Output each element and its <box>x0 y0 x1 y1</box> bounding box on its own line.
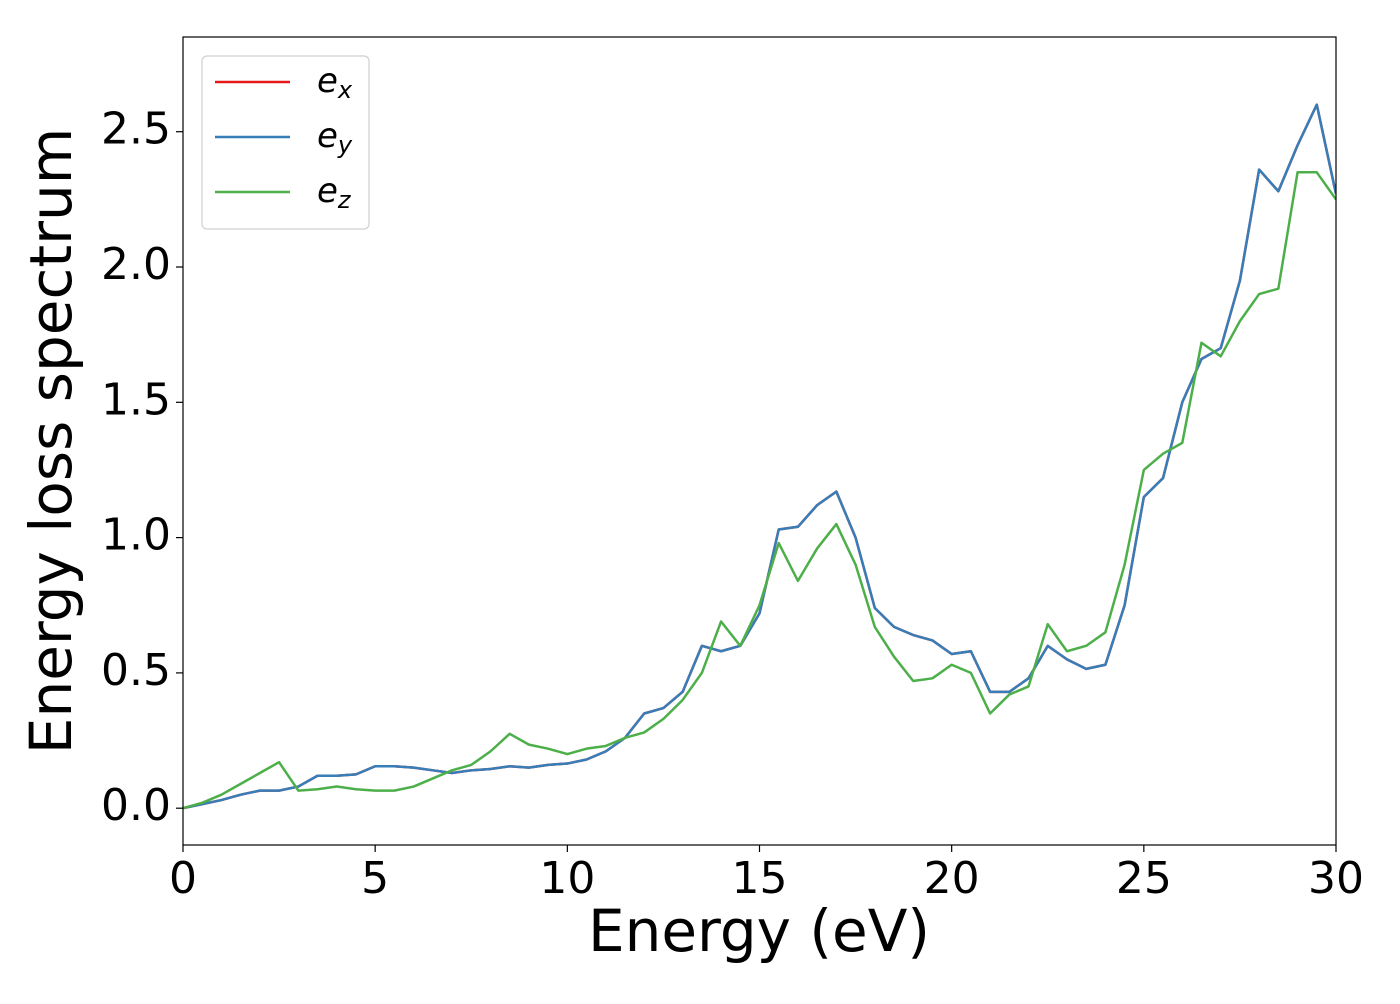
y-tick-label: 2.0 <box>101 239 171 290</box>
x-tick-label: 15 <box>732 853 788 904</box>
x-tick-label: 5 <box>361 853 389 904</box>
x-tick-label: 10 <box>539 853 595 904</box>
y-tick-label: 1.0 <box>101 510 171 561</box>
y-tick-label: 0.0 <box>101 780 171 831</box>
data-line <box>183 171 1336 810</box>
y-tick-label: 1.5 <box>101 374 171 425</box>
plot-area <box>183 37 1336 845</box>
x-tick-label: 30 <box>1308 853 1364 904</box>
x-tick-label: 0 <box>169 853 197 904</box>
x-axis-label: Energy (eV) <box>588 897 930 965</box>
y-axis-label: Energy loss spectrum <box>17 128 85 754</box>
x-tick-label: 25 <box>1116 853 1172 904</box>
legend-label: ex <box>317 61 353 105</box>
legend-box <box>201 55 370 230</box>
plot-lines <box>183 103 1336 810</box>
x-tick-label: 20 <box>924 853 980 904</box>
y-tick-label: 0.5 <box>101 645 171 696</box>
data-line <box>183 103 1336 810</box>
y-tick-label: 2.5 <box>101 104 171 155</box>
legend-label: ey <box>317 116 353 160</box>
legend-label: ez <box>317 171 352 215</box>
